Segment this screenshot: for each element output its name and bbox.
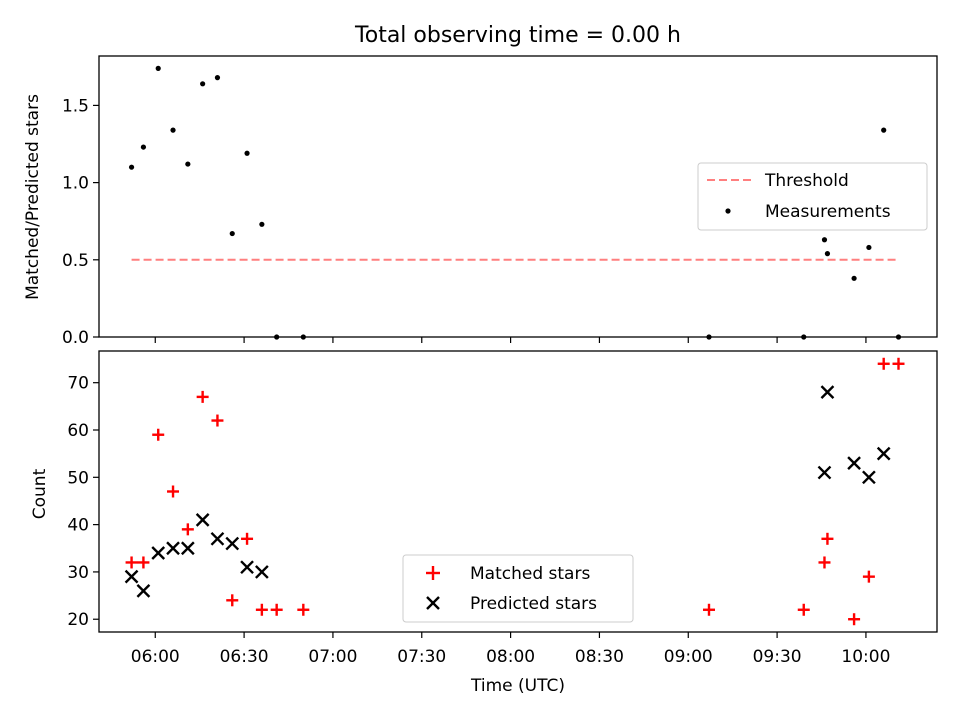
measurements-legend-label: Measurements (765, 202, 891, 222)
x-tick-label: 07:30 (397, 647, 446, 667)
predicted-stars-legend-swatch (426, 596, 440, 610)
predicted-stars-legend-label: Predicted stars (470, 594, 597, 614)
measurement-point (155, 65, 161, 71)
y-tick-label: 1.5 (62, 96, 89, 116)
threshold-legend-label: Threshold (764, 171, 849, 191)
predicted-star-point (862, 470, 876, 485)
predicted-star-point (847, 456, 861, 470)
predicted-star-point (124, 569, 139, 584)
measurement-point (214, 75, 221, 81)
top-marks (128, 65, 902, 340)
measurement-point (200, 81, 206, 87)
x-tick-label: 09:00 (664, 647, 713, 667)
matched-star-point (137, 556, 150, 569)
measurement-point (821, 237, 828, 243)
measurement-point (128, 164, 135, 170)
bottom-x-ticks: 06:00 06:30 07:00 07:30 08:00 08:30 09:00 09:30… (131, 632, 890, 667)
matched-star-point (821, 532, 834, 545)
predicted-star-point (195, 513, 210, 527)
x-tick-label: 06:30 (220, 647, 269, 667)
matched-star-point (877, 357, 890, 370)
measurement-point (170, 127, 176, 133)
top-axes-frame (98, 55, 938, 338)
top-y-ticks: 0.0 0.5 1.0 1.5 (62, 96, 99, 348)
matched-star-point (270, 603, 283, 616)
y-tick-label: 70 (67, 374, 89, 394)
predicted-star-point (151, 546, 166, 560)
measurement-point (229, 230, 235, 237)
x-tick-label: 10:00 (841, 647, 890, 667)
top-legend-box (697, 162, 928, 231)
y-tick-label: 0.0 (62, 328, 89, 348)
matched-star-point (797, 603, 810, 616)
matched-star-point (125, 556, 138, 569)
x-tick-label: 06:00 (131, 647, 180, 667)
bottom-legend-box (402, 554, 634, 623)
matched-star-point (241, 532, 254, 545)
top-chart-title: Total observing time = 0.00 h (354, 23, 681, 48)
measurements-legend-swatch (725, 208, 731, 214)
matched-star-point (848, 613, 861, 626)
predicted-star-point (210, 531, 225, 546)
bottom-axes-frame (98, 350, 938, 633)
predicted-star-point (240, 560, 254, 575)
x-tick-label: 09:30 (753, 647, 802, 667)
bottom-marks (124, 357, 905, 626)
matched-star-point (297, 603, 310, 616)
measurement-point (851, 275, 857, 281)
y-tick-label: 50 (67, 468, 89, 488)
matched-star-point (892, 357, 905, 370)
y-tick-label: 30 (67, 563, 89, 583)
bottom-legend: Matched stars Predicted stars (402, 554, 634, 623)
measurement-point (881, 127, 887, 133)
matched-star-point (255, 603, 268, 616)
matched-star-point (196, 390, 209, 403)
measurement-point (259, 221, 265, 227)
y-tick-label: 60 (67, 421, 89, 441)
matched-star-point (167, 485, 180, 498)
y-tick-label: 1.0 (62, 174, 89, 194)
bottom-y-ticks: 20 30 40 50 60 70 (67, 374, 99, 630)
predicted-star-point (820, 385, 835, 400)
measurement-point (824, 251, 831, 257)
predicted-star-point (180, 541, 195, 556)
matched-star-point (702, 603, 715, 616)
matched-stars-legend-swatch (426, 566, 440, 580)
bottom-y-axis-label: Count (30, 468, 50, 519)
measurement-point (244, 150, 250, 156)
predicted-star-point (817, 465, 832, 480)
top-legend: Threshold Measurements (697, 162, 928, 231)
y-tick-label: 20 (67, 610, 89, 630)
x-tick-label: 08:00 (486, 647, 535, 667)
matched-star-point (211, 414, 224, 427)
measurement-point (866, 244, 872, 251)
y-tick-label: 40 (67, 516, 89, 536)
top-y-axis-label: Matched/Predicted stars (23, 94, 43, 300)
bottom-panel: 20 30 40 50 60 70 06:00 06:30 07:00 07:30 08:00 08… (30, 350, 938, 696)
matched-stars-legend-label: Matched stars (470, 564, 590, 584)
matched-star-point (152, 428, 165, 441)
top-x-ticks (154, 337, 867, 343)
measurement-point (185, 161, 191, 167)
predicted-star-point (255, 565, 269, 579)
x-tick-label: 07:00 (308, 647, 357, 667)
predicted-star-point (225, 536, 240, 551)
matched-star-point (181, 523, 194, 536)
matched-star-point (226, 594, 239, 607)
predicted-star-point (876, 446, 891, 461)
bottom-x-axis-label: Time (UTC) (470, 676, 565, 696)
top-panel: Total observing time = 0.00 h 0.0 0.5 1.0 1… (23, 23, 938, 348)
y-tick-label: 0.5 (62, 251, 89, 271)
predicted-star-point (166, 541, 180, 556)
measurement-point (140, 144, 147, 150)
predicted-star-point (136, 583, 151, 598)
matched-star-point (862, 570, 875, 583)
x-tick-label: 08:30 (575, 647, 624, 667)
matched-star-point (818, 556, 831, 569)
